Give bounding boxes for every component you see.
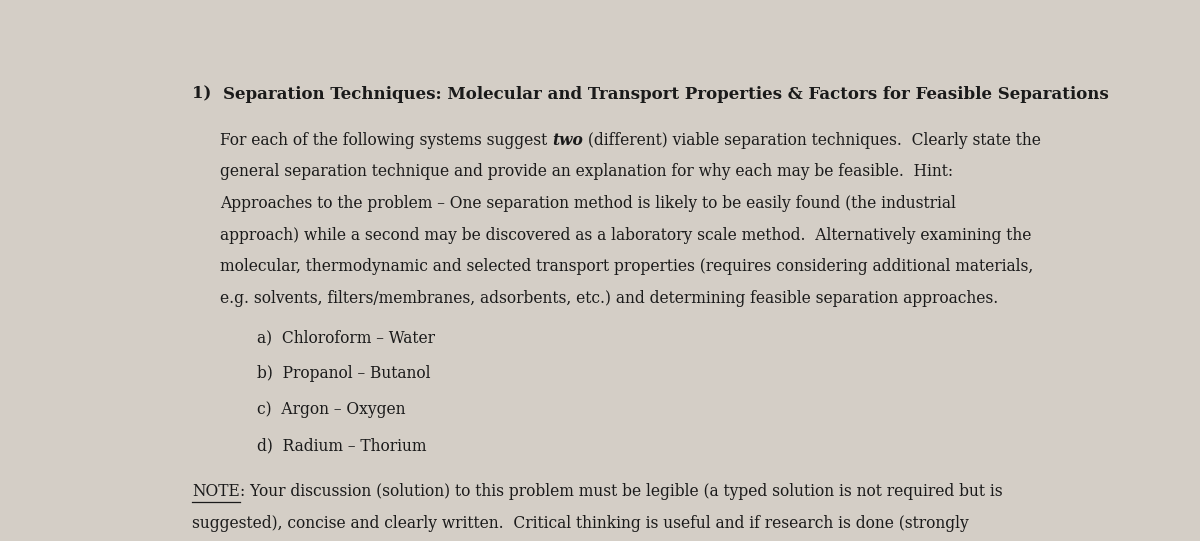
Text: NOTE: NOTE <box>192 483 240 500</box>
Text: e.g. solvents, filters/membranes, adsorbents, etc.) and determining feasible sep: e.g. solvents, filters/membranes, adsorb… <box>220 290 998 307</box>
Text: Separation Techniques: Molecular and Transport Properties & Factors for Feasible: Separation Techniques: Molecular and Tra… <box>222 86 1109 103</box>
Text: : Your discussion (solution) to this problem must be legible (a typed solution i: : Your discussion (solution) to this pro… <box>240 483 1002 500</box>
Text: Approaches to the problem – One separation method is likely to be easily found (: Approaches to the problem – One separati… <box>220 195 955 212</box>
Text: general separation technique and provide an explanation for why each may be feas: general separation technique and provide… <box>220 163 953 180</box>
Text: For each of the following systems suggest: For each of the following systems sugges… <box>220 131 552 149</box>
Text: suggested), concise and clearly written.  Critical thinking is useful and if res: suggested), concise and clearly written.… <box>192 515 968 532</box>
Text: molecular, thermodynamic and selected transport properties (requires considering: molecular, thermodynamic and selected tr… <box>220 258 1033 275</box>
Text: a)  Chloroform – Water: a) Chloroform – Water <box>257 329 434 346</box>
Text: c)  Argon – Oxygen: c) Argon – Oxygen <box>257 401 406 418</box>
Text: two: two <box>552 131 583 149</box>
Text: 1): 1) <box>192 86 211 103</box>
Text: d)  Radium – Thorium: d) Radium – Thorium <box>257 437 426 454</box>
Text: approach) while a second may be discovered as a laboratory scale method.  Altern: approach) while a second may be discover… <box>220 227 1031 243</box>
Text: (different) viable separation techniques.  Clearly state the: (different) viable separation techniques… <box>583 131 1040 149</box>
Text: b)  Propanol – Butanol: b) Propanol – Butanol <box>257 365 431 382</box>
